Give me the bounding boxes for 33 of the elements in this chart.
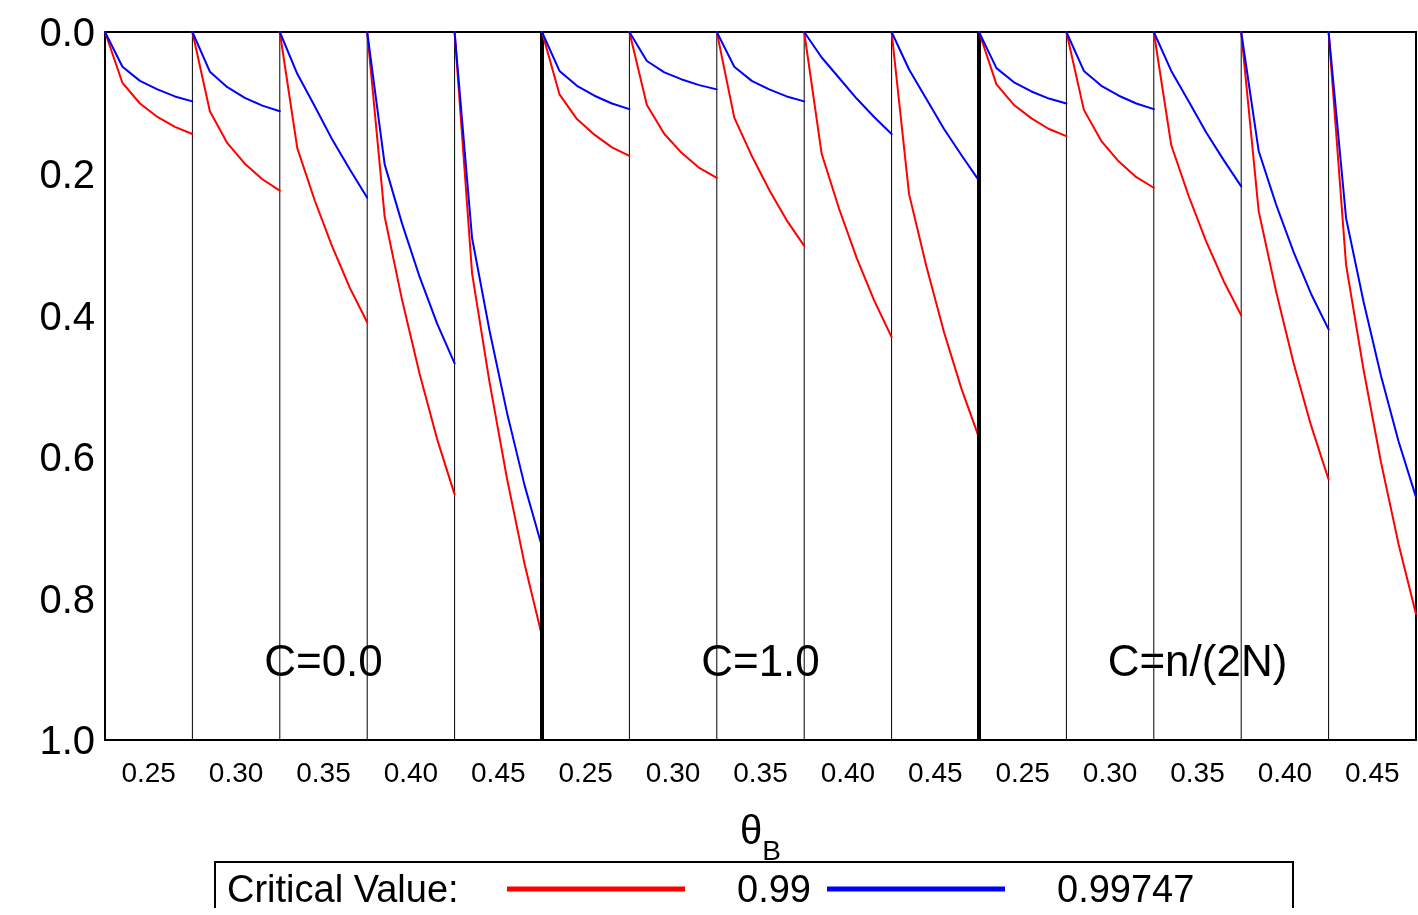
x-tick-label: 0.25 (121, 757, 176, 788)
x-tick-label: 0.30 (1082, 757, 1138, 788)
line-series (366, 31, 456, 365)
x-tick-label: 0.40 (1257, 757, 1313, 788)
legend-label: 0.99 (737, 868, 811, 910)
line-series (191, 31, 281, 192)
x-tick-label: 0.45 (1345, 757, 1400, 788)
y-tick-label: 0.8 (39, 576, 95, 621)
y-tick-label: 0.6 (39, 435, 95, 480)
x-tick-label: 0.30 (645, 757, 701, 788)
x-tick-label: 0.45 (471, 757, 526, 788)
y-tick-label: 1.0 (39, 718, 95, 763)
x-tick-label: 0.45 (908, 757, 963, 788)
y-tick-label: 0.4 (39, 293, 95, 338)
x-tick-label: 0.35 (733, 757, 788, 788)
x-axis-title: θ$_{B}$ (740, 808, 781, 866)
x-tick-label: 0.25 (995, 757, 1050, 788)
legend-label: 0.99747 (1057, 868, 1195, 910)
line-series (278, 31, 369, 324)
x-tick-label: 0.40 (820, 757, 876, 788)
line-series (366, 31, 456, 496)
line-series (191, 31, 281, 113)
line-series (278, 31, 369, 199)
line-series (104, 31, 194, 103)
x-tick-label: 0.35 (1170, 757, 1225, 788)
y-tick-label: 0.2 (39, 152, 95, 196)
x-tick-label: 0.40 (383, 757, 439, 788)
line-series (104, 31, 194, 135)
y-tick-label: 0.0 (39, 10, 95, 55)
x-tick-label: 0.35 (296, 757, 351, 788)
x-tick-label: 0.30 (208, 757, 264, 788)
legend-title: Critical Value: (227, 868, 459, 910)
x-tick-label: 0.25 (558, 757, 613, 788)
